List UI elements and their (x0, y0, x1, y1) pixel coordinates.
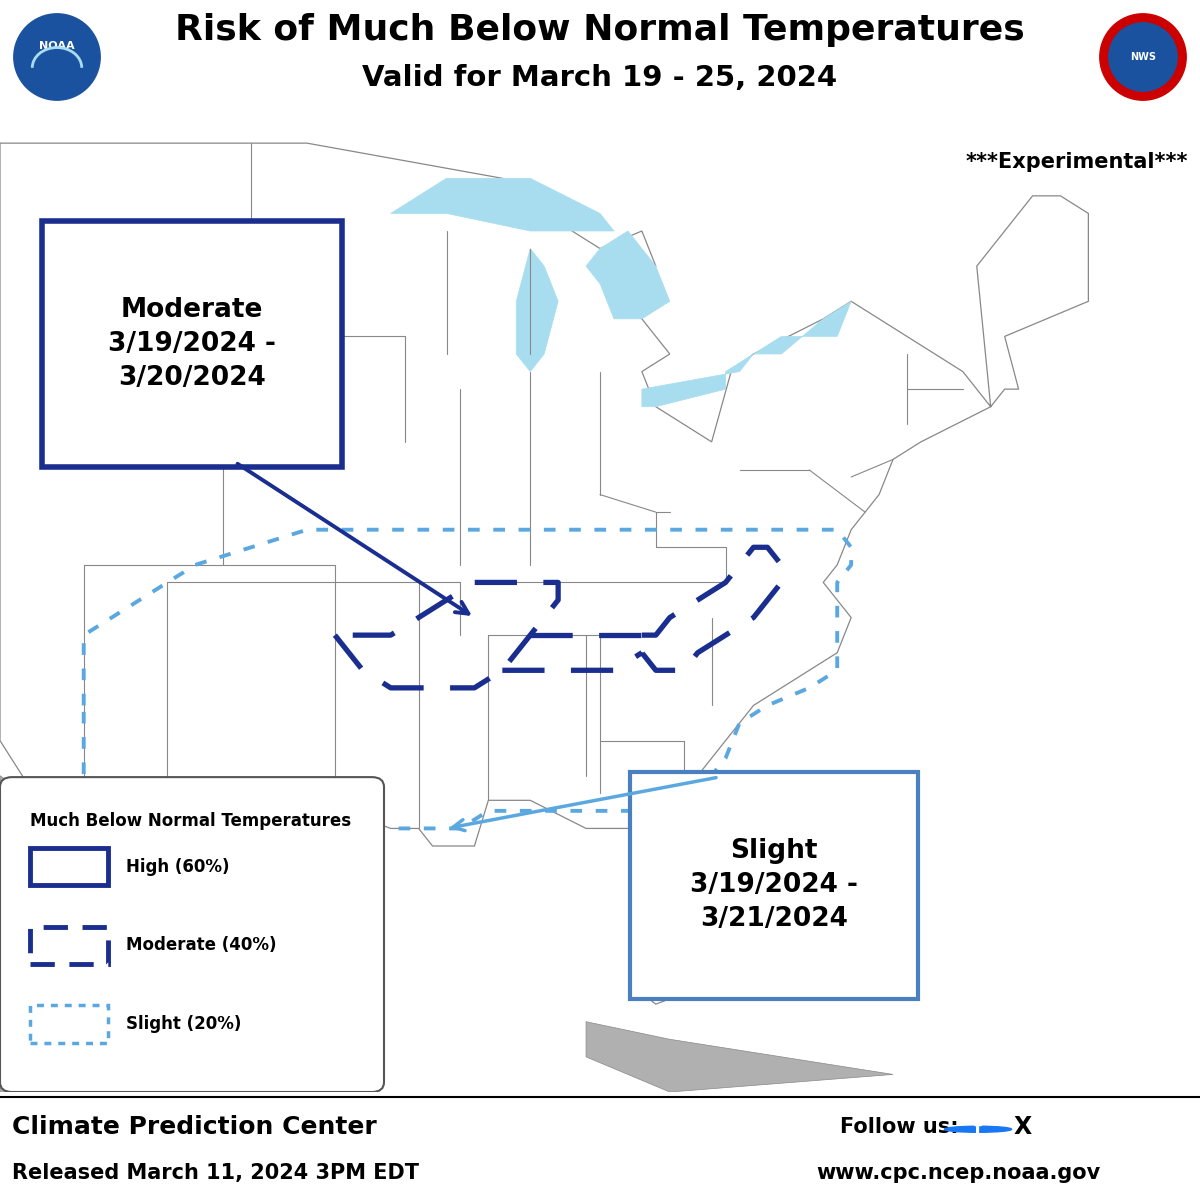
FancyBboxPatch shape (30, 1006, 108, 1043)
Text: Released March 11, 2024 3PM EDT: Released March 11, 2024 3PM EDT (12, 1163, 419, 1183)
Polygon shape (586, 1021, 893, 1092)
Text: f: f (974, 1121, 982, 1139)
Text: Moderate
3/19/2024 -
3/20/2024: Moderate 3/19/2024 - 3/20/2024 (108, 298, 276, 391)
Text: Moderate (40%): Moderate (40%) (126, 936, 276, 954)
FancyBboxPatch shape (42, 221, 342, 467)
Text: Follow us:: Follow us: (840, 1116, 959, 1136)
Text: NOAA: NOAA (40, 41, 74, 52)
Circle shape (14, 13, 100, 101)
Polygon shape (0, 143, 1088, 1004)
FancyBboxPatch shape (630, 773, 918, 998)
Text: NWS: NWS (1130, 52, 1156, 62)
Circle shape (944, 1127, 1012, 1133)
Polygon shape (516, 248, 558, 372)
Text: Climate Prediction Center: Climate Prediction Center (12, 1115, 377, 1139)
Text: ***Experimental***: ***Experimental*** (966, 152, 1188, 173)
Polygon shape (391, 179, 614, 230)
Text: Valid for March 19 - 25, 2024: Valid for March 19 - 25, 2024 (362, 64, 838, 91)
Polygon shape (0, 775, 251, 1092)
FancyBboxPatch shape (30, 926, 108, 964)
Text: Slight (20%): Slight (20%) (126, 1015, 241, 1033)
Text: Much Below Normal Temperatures: Much Below Normal Temperatures (30, 811, 352, 829)
Text: www.cpc.ncep.noaa.gov: www.cpc.ncep.noaa.gov (816, 1163, 1100, 1183)
Text: High (60%): High (60%) (126, 858, 229, 876)
Circle shape (1099, 13, 1187, 101)
FancyBboxPatch shape (30, 848, 108, 886)
Text: Risk of Much Below Normal Temperatures: Risk of Much Below Normal Temperatures (175, 13, 1025, 47)
Text: Slight
3/19/2024 -
3/21/2024: Slight 3/19/2024 - 3/21/2024 (690, 839, 858, 932)
Polygon shape (586, 230, 670, 319)
Polygon shape (642, 354, 754, 407)
Polygon shape (754, 301, 851, 354)
FancyBboxPatch shape (0, 778, 384, 1092)
Circle shape (1109, 23, 1177, 91)
Text: X: X (1014, 1115, 1032, 1139)
